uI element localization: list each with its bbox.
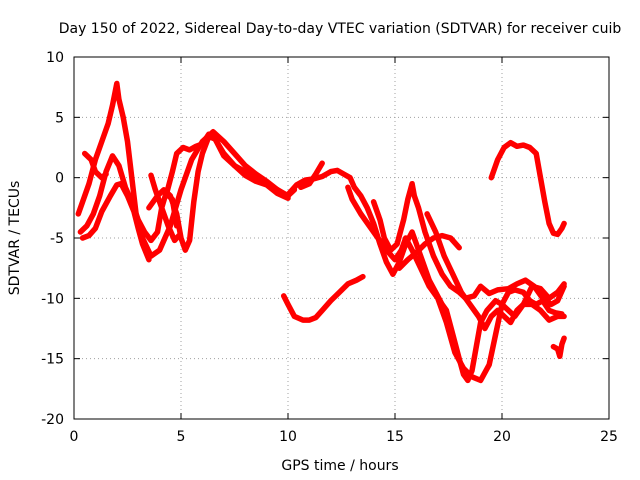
y-tick-label: -5: [50, 231, 64, 247]
series-line-track-15: [488, 139, 567, 238]
y-axis-label: SDTVAR / TECUs: [7, 181, 23, 296]
x-tick-label: 0: [70, 429, 79, 445]
series-line-track-8: [280, 273, 366, 323]
y-tick-label: 0: [55, 171, 64, 187]
x-tick-label: 25: [600, 429, 618, 445]
y-tick-label: -20: [41, 412, 64, 428]
series-line-track-12: [370, 180, 567, 308]
y-tick-label: -10: [41, 291, 64, 307]
y-tick-label: 5: [55, 110, 64, 126]
series-line-track-5: [146, 133, 291, 253]
series-line-track-6: [148, 172, 182, 244]
series-line-track-10: [298, 160, 325, 191]
data-series: [75, 80, 567, 384]
series-line-track-4: [81, 150, 109, 181]
y-tick-label: -15: [41, 352, 64, 368]
series-line-track-1: [75, 80, 298, 259]
plot-frame: [73, 56, 610, 420]
chart-title: Day 150 of 2022, Sidereal Day-to-day VTE…: [59, 21, 622, 37]
series-line-track-7: [163, 131, 291, 200]
x-tick-label: 10: [279, 429, 297, 445]
x-tick-label: 20: [493, 429, 511, 445]
series-line-track-14: [424, 211, 567, 332]
series-line-track-3: [79, 180, 152, 263]
series-line-track-13: [396, 232, 462, 271]
y-tick-label: 10: [46, 50, 64, 66]
series-line-track-11: [345, 184, 567, 384]
x-axis-label: GPS time / hours: [281, 458, 398, 474]
x-tick-label: 15: [386, 429, 404, 445]
x-tick-label: 5: [177, 429, 186, 445]
series-line-track-16: [550, 335, 567, 360]
axis-ticks: 0 5 10 15 20 25 -20 -15 -10 -5 0 5 10: [41, 50, 618, 445]
